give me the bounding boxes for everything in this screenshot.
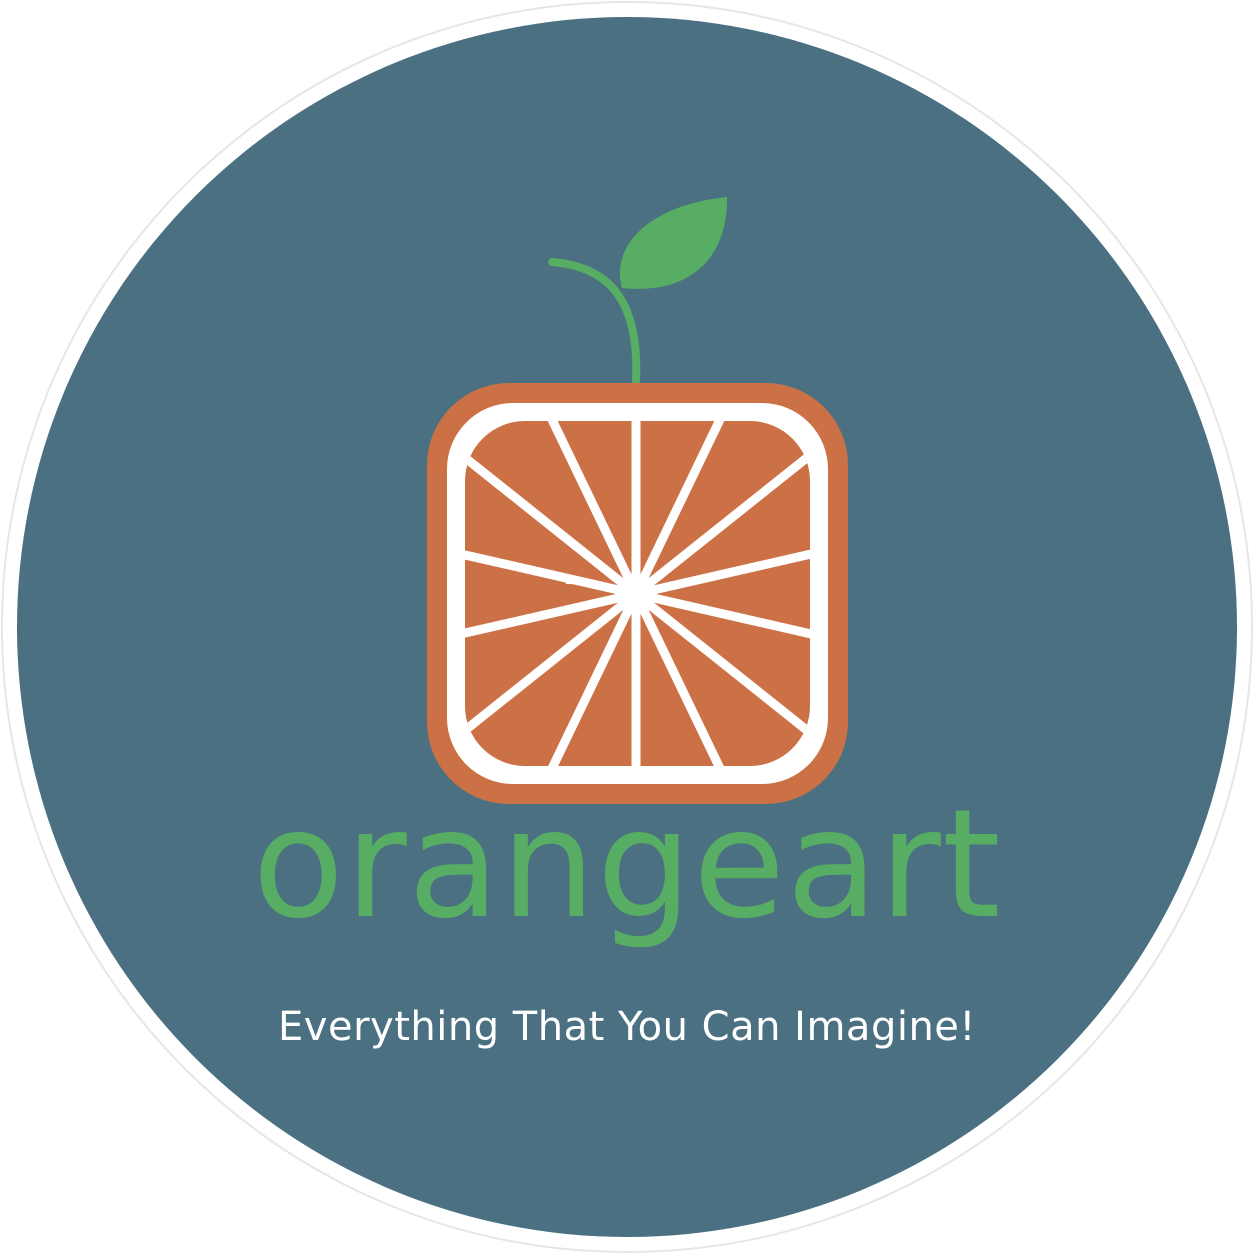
segment-divider [465,589,641,666]
leaf-sprout-icon [548,197,728,385]
tagline: Everything That You Can Imagine! [278,1004,976,1050]
segment-divider [501,421,641,599]
segment-divider [465,421,641,599]
segment-divider [631,589,771,766]
segment-divider [631,589,810,666]
segment-divider [631,522,810,599]
segment-divider [631,589,810,766]
segment-divider [631,421,771,599]
segment-divider [631,421,810,599]
orange-slice-icon [427,383,848,804]
segment-divider [501,589,641,766]
segment-divider [465,589,641,766]
brand-name: orangeart [252,778,1002,952]
